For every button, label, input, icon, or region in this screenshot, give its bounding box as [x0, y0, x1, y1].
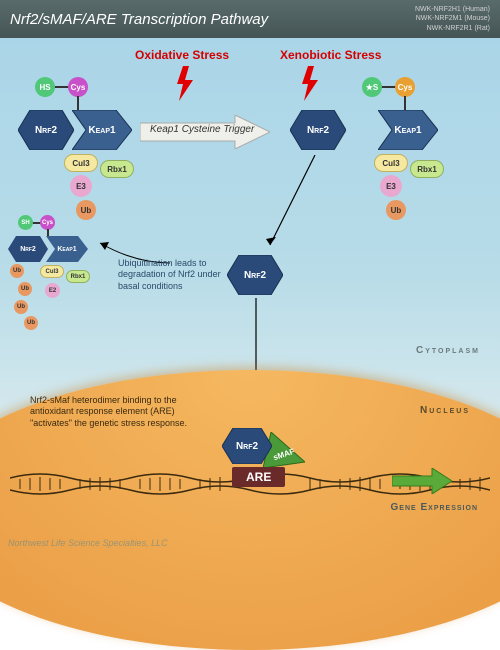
- sh-circle: SH: [18, 215, 33, 230]
- rbx1-pill-left: Rbx1: [100, 160, 134, 178]
- cytoplasm-label: Cytoplasm: [416, 345, 480, 356]
- ub-circle-left: Ub: [76, 200, 96, 220]
- arrow-down-nrf2: [260, 155, 330, 260]
- ub-small-4: Ub: [24, 316, 38, 330]
- cys-small: Cys: [40, 215, 55, 230]
- hs-circle: HS: [35, 77, 55, 97]
- cys-circle-left: Cys: [68, 77, 88, 97]
- nrf2-hex-left: Nrf2: [18, 110, 74, 150]
- e3-circle-left: E3: [70, 175, 92, 197]
- ub-circle-right: Ub: [386, 200, 406, 220]
- cul3-pill-left: Cul3: [64, 154, 98, 172]
- nrf2-dna-hex: Nrf2: [222, 428, 272, 464]
- gene-expression-arrow: [392, 468, 452, 499]
- stars-circle: ★S: [362, 77, 382, 97]
- nrf2-free-hex: Nrf2: [227, 255, 283, 295]
- keap1-shape-left: Keap1: [72, 110, 132, 150]
- diagram-title: Nrf2/sMAF/ARE Transcription Pathway: [10, 11, 268, 28]
- ub-small-1: Ub: [10, 264, 24, 278]
- cul3-small: Cul3: [40, 265, 64, 278]
- pathway-diagram: Nrf2/sMAF/ARE Transcription Pathway NWK-…: [0, 0, 500, 550]
- e3-circle-right: E3: [380, 175, 402, 197]
- keap1-shape-right: Keap1: [378, 110, 438, 150]
- are-box: ARE: [232, 467, 285, 487]
- nucleus-label: Nucleus: [420, 405, 470, 416]
- e2-small: E2: [45, 283, 60, 298]
- rbx1-small: Rbx1: [66, 270, 90, 283]
- xenobiotic-stress-label: Xenobiotic Stress: [280, 48, 381, 62]
- nrf2-hex-right: Nrf2: [290, 110, 346, 150]
- ub-small-2: Ub: [18, 282, 32, 296]
- code-human: NWK-NRF2H1 (Human): [415, 5, 490, 14]
- lightning-icon-1: [175, 66, 195, 101]
- lightning-icon-2: [300, 66, 320, 101]
- gene-expression-label: Gene Expression: [391, 502, 478, 513]
- dimer-annotation: Nrf2-sMaf heterodimer binding to the ant…: [30, 395, 190, 429]
- ub-small-3: Ub: [14, 300, 28, 314]
- title-bar: Nrf2/sMAF/ARE Transcription Pathway NWK-…: [0, 0, 500, 38]
- cys-circle-right: Cys: [395, 77, 415, 97]
- oxidative-stress-label: Oxidative Stress: [135, 48, 229, 62]
- keap1-small: Keap1: [46, 236, 88, 262]
- code-mouse: NWK-NRF2M1 (Mouse): [415, 14, 490, 23]
- nrf2-small: Nrf2: [8, 236, 48, 262]
- cul3-pill-right: Cul3: [374, 154, 408, 172]
- trigger-label: Keap1 Cysteine Trigger: [148, 122, 256, 137]
- product-codes: NWK-NRF2H1 (Human) NWK-NRF2M1 (Mouse) NW…: [415, 5, 490, 32]
- code-rat: NWK-NRF2R1 (Rat): [415, 24, 490, 33]
- rbx1-pill-right: Rbx1: [410, 160, 444, 178]
- ubiquitination-text: Ubiquitination leads to degradation of N…: [118, 258, 228, 292]
- footer-text: Northwest Life Science Specialties, LLC: [8, 538, 168, 548]
